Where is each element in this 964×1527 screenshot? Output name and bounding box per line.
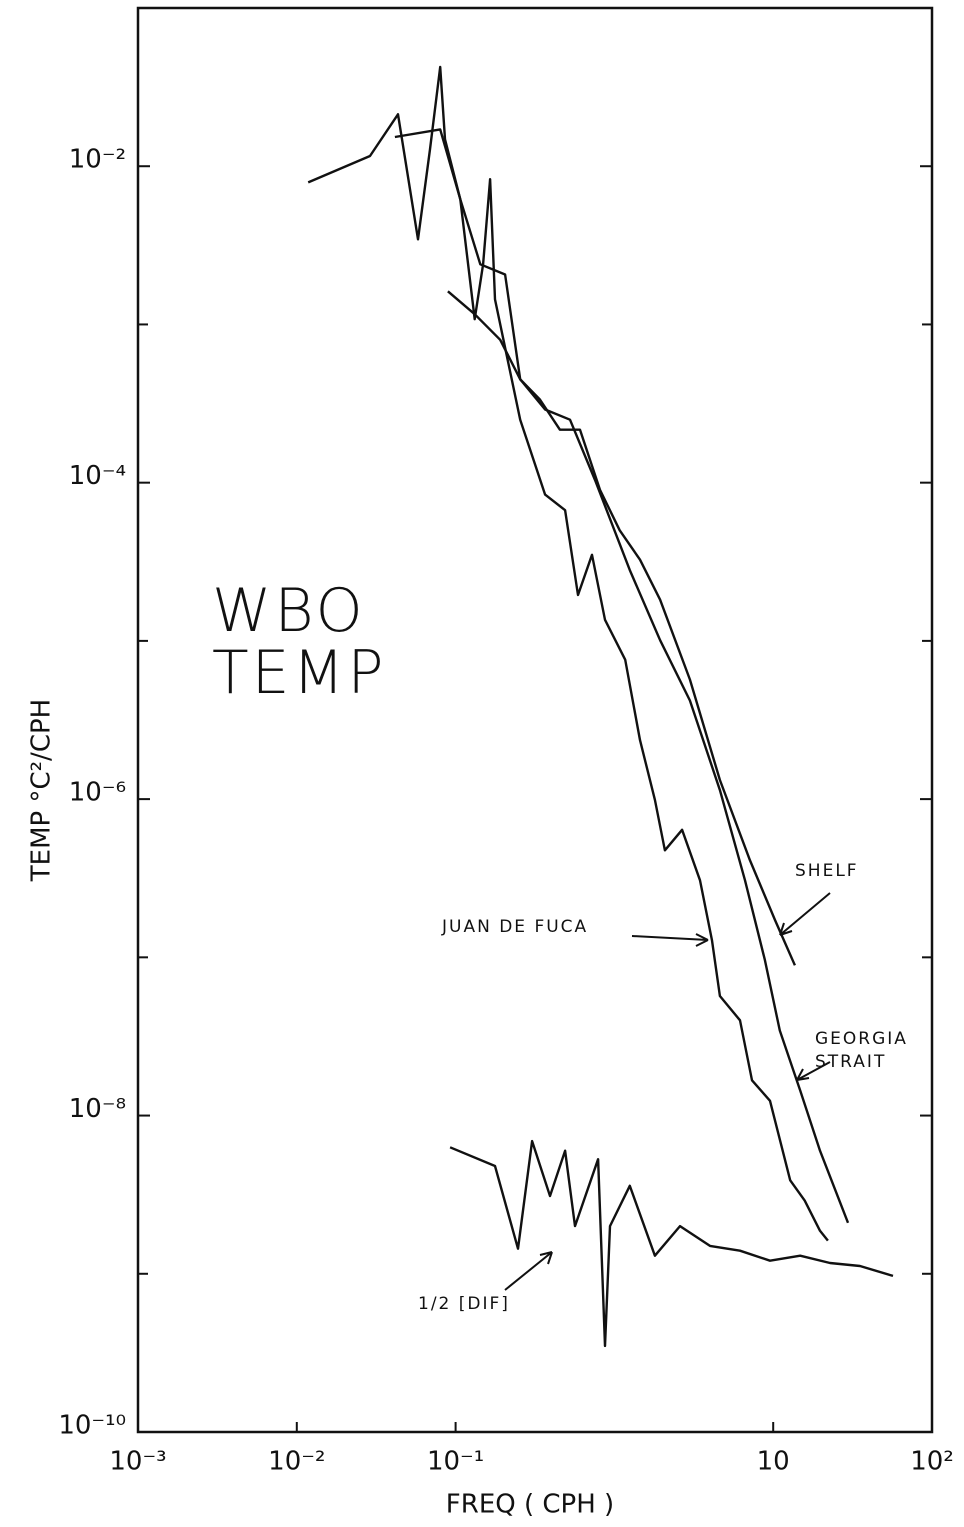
x-tick-label: 10: [757, 1447, 790, 1477]
x-tick-label: 10²: [910, 1447, 954, 1477]
arrow: [631, 933, 709, 947]
series-label: 1/2 [DIF]: [418, 1294, 510, 1314]
plot-frame: [136, 6, 934, 1434]
y-tick-label: 10⁻⁶: [69, 778, 126, 808]
series-label: JUAN DE FUCA: [442, 917, 589, 937]
series-line: [449, 1139, 894, 1348]
arrow: [504, 1251, 553, 1291]
series-line: [447, 290, 850, 1224]
arrow: [796, 1061, 831, 1081]
series-line: [307, 65, 829, 1242]
chart-title: WBO TEMP: [212, 576, 387, 708]
series-label: SHELF: [795, 861, 859, 881]
series-label: GEORGIA STRAIT: [815, 1029, 908, 1072]
x-tick-label: 10⁻²: [268, 1447, 325, 1477]
x-tick-label: 10⁻¹: [427, 1447, 484, 1477]
arrow: [779, 892, 831, 936]
y-tick-label: 10⁻⁴: [69, 461, 126, 491]
series-line: [394, 128, 796, 966]
annotation-arrows: [504, 892, 831, 1291]
x-axis-label: FREQ ( CPH ): [446, 1490, 614, 1520]
y-axis-label: TEMP °C²/CPH: [27, 699, 57, 882]
y-tick-label: 10⁻⁸: [69, 1094, 126, 1124]
y-tick-label: 10⁻²: [69, 145, 126, 175]
x-tick-label: 10⁻³: [109, 1447, 166, 1477]
y-tick-label: 10⁻¹⁰: [58, 1411, 126, 1441]
